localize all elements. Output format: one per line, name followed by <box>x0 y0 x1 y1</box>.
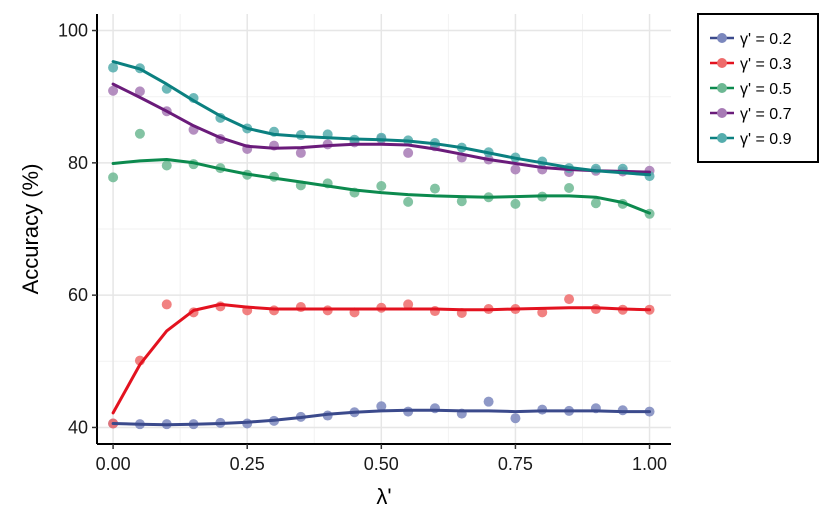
y-tick-label: 40 <box>68 417 88 437</box>
data-point-series-2 <box>456 196 467 207</box>
data-point-series-2 <box>590 198 601 209</box>
data-point-series-2 <box>403 196 414 207</box>
legend-label-3: γ' = 0.7 <box>740 106 792 123</box>
x-tick-label: 0.50 <box>364 454 399 474</box>
legend-key-point-2 <box>717 83 727 93</box>
data-point-series-2 <box>376 181 387 191</box>
data-point-series-2 <box>134 128 145 139</box>
fit-line-series-2 <box>111 158 651 215</box>
series-layer <box>108 60 655 430</box>
x-tick-label: 1.00 <box>632 454 667 474</box>
legend: γ' = 0.2 γ' = 0.3 γ' = 0.5 γ' = 0.7 γ' = 0.9 <box>697 13 819 163</box>
fit-line-series-1 <box>111 302 651 415</box>
data-point-series-3 <box>510 164 521 175</box>
data-point-series-4 <box>108 62 119 73</box>
data-point-series-3 <box>295 147 306 158</box>
fit-line-series-3 <box>111 82 651 174</box>
y-tick-label: 60 <box>68 285 88 305</box>
x-axis-title: λ' <box>376 484 391 509</box>
data-point-series-3 <box>403 147 414 158</box>
y-axis-title: Accuracy (%) <box>18 164 43 295</box>
data-point-series-2 <box>564 182 575 193</box>
y-tick-label: 100 <box>58 21 88 41</box>
data-point-series-2 <box>108 172 119 183</box>
axes: 0.00 0.25 0.50 0.75 1.00 40 60 80 100 <box>58 14 671 474</box>
grid-lines <box>97 14 671 444</box>
data-point-series-3 <box>134 86 145 97</box>
legend-label-4: γ' = 0.9 <box>740 131 792 148</box>
data-point-series-2 <box>510 198 521 209</box>
legend-label-2: γ' = 0.5 <box>740 81 792 98</box>
data-point-series-1 <box>403 299 414 310</box>
data-point-series-0 <box>376 401 387 412</box>
data-point-series-2 <box>161 160 172 171</box>
y-tick-label: 80 <box>68 153 88 173</box>
data-point-series-1 <box>161 299 172 310</box>
x-tick-label: 0.75 <box>498 454 533 474</box>
data-point-series-1 <box>564 294 575 305</box>
legend-key-point-0 <box>717 33 727 43</box>
legend-label-1: γ' = 0.3 <box>740 56 792 73</box>
fit-line-series-4 <box>111 60 651 177</box>
x-tick-label: 0.25 <box>230 454 265 474</box>
x-tick-label: 0.00 <box>96 454 131 474</box>
legend-key-point-3 <box>717 108 727 118</box>
data-point-series-0 <box>483 396 494 407</box>
legend-label-0: γ' = 0.2 <box>740 31 792 48</box>
data-point-series-2 <box>429 183 440 194</box>
data-point-series-3 <box>108 85 119 96</box>
fit-line-series-0 <box>111 408 651 427</box>
data-point-series-0 <box>510 413 521 424</box>
legend-key-point-1 <box>717 58 727 68</box>
legend-key-point-4 <box>717 133 727 143</box>
data-point-series-1 <box>295 302 306 313</box>
